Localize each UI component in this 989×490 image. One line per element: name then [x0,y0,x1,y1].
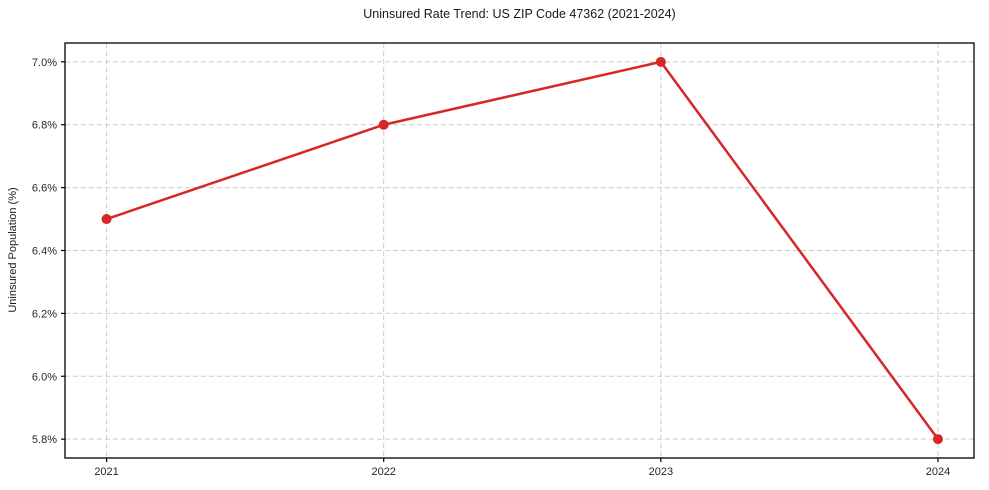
x-tick-label: 2021 [94,466,118,478]
x-tick-label: 2023 [649,466,673,478]
y-tick-label: 6.0% [32,371,57,383]
x-tick-label: 2022 [371,466,395,478]
data-point-2022 [378,119,389,130]
x-tick-label: 2024 [926,466,950,478]
y-tick-label: 6.2% [32,308,57,320]
trend-line [105,60,940,441]
y-tick-label: 7.0% [32,57,57,69]
data-point-2023 [655,56,666,67]
y-tick-label: 6.8% [32,120,57,132]
data-point-2021 [101,214,112,225]
data-point-2024 [932,434,943,445]
y-tick-label: 5.8% [32,434,57,446]
chart-title: Uninsured Rate Trend: US ZIP Code 47362 … [363,7,676,21]
y-tick-label: 6.4% [32,246,57,258]
y-tick-label: 6.6% [32,183,57,195]
